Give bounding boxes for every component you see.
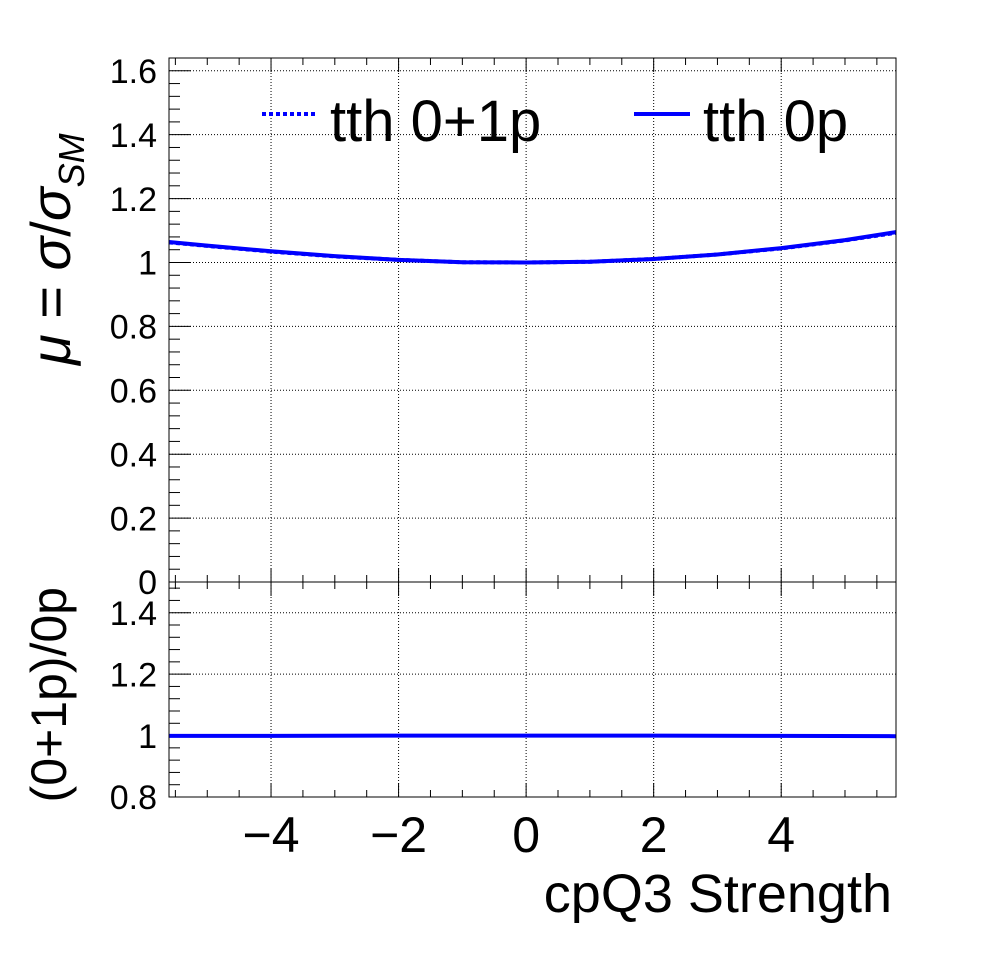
ytick-label: 0.8 [110,309,157,347]
ytick-label: 1.2 [110,181,157,219]
xtick-label: −2 [370,807,427,863]
ytick-label: 1 [138,718,157,756]
ylabel-sigma: σ [19,234,82,270]
xtick-label: 2 [640,807,668,863]
bottom-plot-frame [168,581,897,798]
ytick-label: 1 [138,245,157,283]
ylabel-mu: μ [19,334,82,367]
ylabel-eq: = [19,270,82,334]
xtick-label: −4 [243,807,300,863]
bottom-xtick-labels: −4 −2 0 2 4 [243,807,796,863]
ytick-label: 1.4 [110,595,157,633]
top-grid [169,58,896,582]
top-series [168,230,897,265]
series-ratio [169,733,897,739]
ytick-label: 0.8 [110,779,157,817]
top-panel: 00.20.40.60.811.21.41.6 tth 0+1p tth 0p … [19,53,897,602]
ytick-label: 1.2 [110,656,157,694]
ytick-label: 0.2 [110,500,157,538]
top-minor-ticks [169,57,878,583]
bottom-panel: 0.8 1 1.2 1.4 −4 −2 0 2 4 (0+1p)/0p cpQ3 Streng… [21,581,897,924]
bottom-minor-ticks [169,582,878,798]
legend: tth 0+1p tth 0p [262,89,848,154]
bottom-xlabel: cpQ3 Strength [544,864,892,924]
ylabel-sigma-sm: σ [19,185,82,221]
ylabel-sub-sm: SM [51,133,92,187]
xtick-label: 0 [512,807,540,863]
ylabel-slash: / [19,221,82,237]
legend-label-tth-0p: tth 0p [703,89,848,154]
ytick-label: 0.4 [110,436,157,474]
ytick-label: 1.4 [110,117,157,155]
xtick-label: 4 [767,807,795,863]
ytick-label: 1.6 [110,53,157,91]
top-ylabel: μ = σ/σSM [19,133,92,367]
bottom-series [169,733,897,739]
bottom-ylabel: (0+1p)/0p [21,587,77,802]
bottom-grid [169,582,896,797]
series-tth-0p [168,230,897,265]
top-ytick-labels: 0 0.2 0.4 0.6 0.8 1 1.2 1.4 1.6 [110,53,157,602]
ytick-label: 0.6 [110,373,157,411]
bottom-ytick-labels: 0.8 1 1.2 1.4 [110,595,157,817]
ytick-label: 0 [138,564,157,602]
legend-label-tth-0p1p: tth 0+1p [330,89,541,154]
